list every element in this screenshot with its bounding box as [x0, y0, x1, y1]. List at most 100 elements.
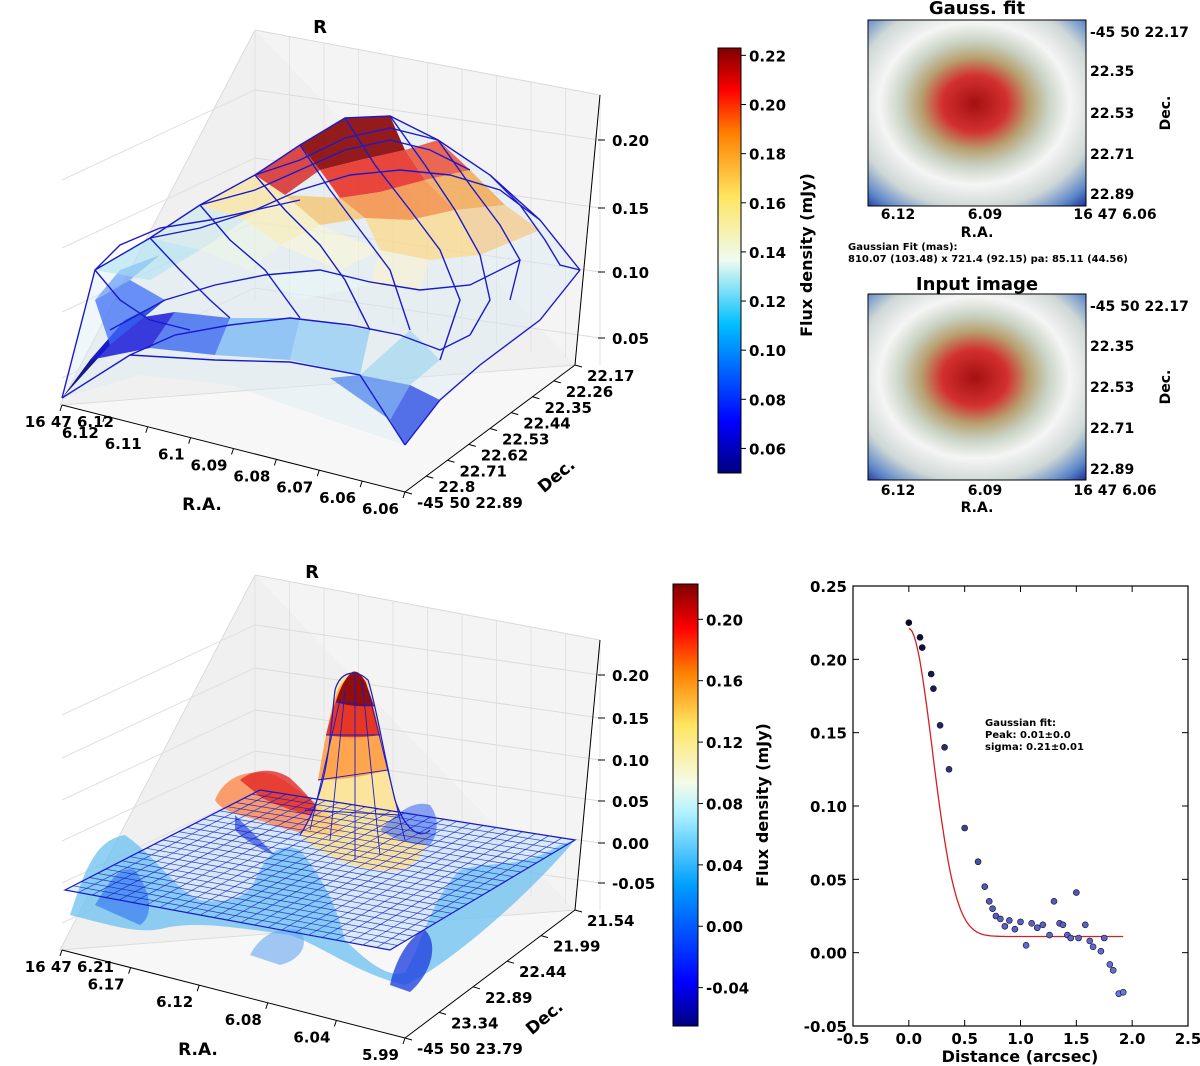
- profile-point: [936, 722, 944, 729]
- colorbar-tick-label: 0.06: [749, 440, 786, 458]
- profile-point: [1081, 921, 1089, 929]
- ra-tick-label: 6.08: [233, 467, 270, 485]
- z-tick-label: 0.15: [612, 200, 649, 218]
- input-image-ytick: 22.53: [1090, 380, 1134, 396]
- profile-point: [1086, 937, 1094, 945]
- input-image-ylabel: Dec.: [1158, 370, 1174, 405]
- ra-tick-label: 6.12: [62, 424, 99, 442]
- gauss-fit-xlabel: R.A.: [961, 225, 994, 241]
- profile-xtick-label: 2.0: [1119, 1030, 1146, 1048]
- profile-point: [905, 619, 913, 626]
- gauss-fit-ylabel: Dec.: [1158, 96, 1174, 131]
- surface-top-axis: 16 47 6.126.12 6.11 6.1 6.09 6.08 6.07 6.06 6.0…: [25, 94, 649, 518]
- ra-tick-label: 5.99: [362, 1046, 399, 1064]
- profile-point: [1119, 988, 1127, 996]
- surface-plot-top: 16 47 6.126.12 6.11 6.1 6.09 6.08 6.07 6.06 6.0…: [25, 17, 649, 518]
- colorbar-tick-label: 0.20: [749, 97, 786, 115]
- profile-point: [1033, 924, 1041, 932]
- radial-profile-chart: -0.5 0.0 0.5 1.0 1.5 2.0 2.5 -0.05 0.00 0.05 0.10 0…: [804, 578, 1200, 1066]
- profile-point: [981, 883, 989, 890]
- profile-plot-frame: [852, 585, 1189, 1027]
- colorbar-tick-label: 0.08: [706, 795, 743, 813]
- surface-top-ylabel: Dec.: [534, 455, 579, 497]
- profile-point: [916, 634, 924, 641]
- gauss-fit-ytick: 22.71: [1090, 147, 1134, 163]
- colorbar-tick-label: 0.16: [749, 195, 786, 213]
- gauss-fit-ytick: 22.35: [1090, 64, 1134, 80]
- gauss-fit-title: Gauss. fit: [929, 0, 1026, 19]
- profile-points: [905, 619, 1127, 998]
- profile-xtick-label: 0.0: [896, 1030, 923, 1048]
- profile-point: [1106, 961, 1114, 968]
- colorbar-bottom-label: Flux density (mJy): [753, 723, 772, 887]
- gaussian-fit-curve: [908, 627, 1124, 938]
- dec-tick-label: 22.8: [438, 478, 475, 496]
- z-tick-label: 0.00: [612, 835, 649, 853]
- dec-tick-label: 22.62: [481, 446, 528, 464]
- profile-point: [985, 898, 993, 905]
- colorbar-tick-label: 0.12: [749, 293, 786, 311]
- gauss-fit-note-line1: Gaussian Fit (mas):: [848, 242, 958, 253]
- profile-point: [974, 858, 982, 866]
- profile-point: [1073, 889, 1080, 896]
- ra-tick-label: 6.09: [190, 457, 227, 475]
- profile-ytick-label: 0.25: [810, 578, 847, 596]
- colorbar-bottom: -0.04 0.00 0.04 0.08 0.12 0.16 0.20 Flux densi…: [672, 583, 772, 1027]
- dec-tick-label: 21.99: [553, 938, 600, 956]
- gauss-fit-image: [868, 20, 1086, 206]
- colorbar-tick-label: 0.16: [706, 673, 743, 691]
- surface-top-xlabel: R.A.: [182, 495, 222, 515]
- input-image-xlabel: R.A.: [961, 500, 994, 516]
- gauss-fit-xtick: 6.09: [968, 207, 1003, 223]
- ra-tick-label: 6.12: [156, 993, 193, 1011]
- dec-tick-label: 22.17: [587, 367, 634, 385]
- ra-tick-label: 16 47 6.12: [25, 413, 114, 431]
- surface-bottom-title: R: [305, 562, 319, 583]
- surface-bottom-mesh: [63, 671, 577, 992]
- gauss-fit-ytick: -45 50 22.17: [1090, 25, 1189, 41]
- z-tick-label: 0.05: [612, 793, 649, 811]
- gauss-fit-frame: [867, 19, 1087, 207]
- colorbar-top-label: Flux density (mJy): [797, 173, 816, 337]
- profile-annotation-line1: Gaussian fit:: [985, 718, 1056, 729]
- input-image-xtick: 6.09: [968, 483, 1003, 499]
- z-tick-label: 0.20: [612, 667, 649, 685]
- colorbar-tick-label: 0.00: [706, 918, 743, 936]
- profile-ytick-label: 0.10: [810, 798, 847, 816]
- input-image-ytick: -45 50 22.17: [1090, 299, 1189, 315]
- profile-ytick-label: 0.20: [810, 651, 847, 669]
- profile-point: [930, 685, 937, 692]
- profile-ytick-label: -0.05: [804, 1018, 847, 1036]
- dec-tick-label: -45 50 23.79: [417, 1040, 523, 1058]
- gauss-fit-xtick: 16 47 6.06: [1073, 207, 1156, 223]
- profile-xtick-label: -0.5: [837, 1030, 870, 1048]
- colorbar-top: 0.06 0.08 0.10 0.12 0.14 0.16 0.18 0.20 0.22 Flu…: [717, 47, 816, 474]
- dec-tick-label: 21.54: [587, 912, 634, 930]
- surface-top-mesh: [61, 115, 581, 446]
- input-image-ytick: 22.71: [1090, 421, 1134, 437]
- profile-xtick-label: 0.5: [951, 1030, 978, 1048]
- input-image: [868, 294, 1086, 480]
- gauss-fit-note-line2: 810.07 (103.48) x 721.4 (92.15) pa: 85.1…: [848, 254, 1128, 265]
- input-image-ytick: 22.35: [1090, 339, 1134, 355]
- profile-point: [1011, 925, 1019, 933]
- colorbar-tick-label: 0.04: [706, 857, 743, 875]
- profile-point: [945, 766, 953, 773]
- z-tick-label: 0.10: [612, 752, 649, 770]
- profile-point: [1109, 966, 1117, 974]
- profile-annotation-line2: Peak: 0.01±0.0: [985, 730, 1071, 741]
- profile-point: [1046, 931, 1053, 939]
- profile-point: [1017, 918, 1024, 926]
- ra-tick-label: 6.07: [276, 478, 313, 496]
- profile-point: [918, 644, 926, 651]
- colorbar-tick-label: 0.18: [749, 146, 786, 164]
- profile-axis-ticks: -0.5 0.0 0.5 1.0 1.5 2.0 2.5 -0.05 0.00 0.05 0.10 0…: [804, 578, 1200, 1048]
- input-image-panel: Input image 6.12 6.09 16 47 6.06 R.A. -4…: [867, 274, 1189, 516]
- profile-ytick-label: 0.05: [810, 871, 847, 889]
- z-tick-label: 0.20: [612, 132, 649, 150]
- dec-tick-label: 22.53: [502, 431, 549, 449]
- input-image-xtick: 6.12: [881, 483, 916, 499]
- input-image-ytick: 22.89: [1090, 462, 1134, 478]
- profile-point: [1001, 922, 1009, 930]
